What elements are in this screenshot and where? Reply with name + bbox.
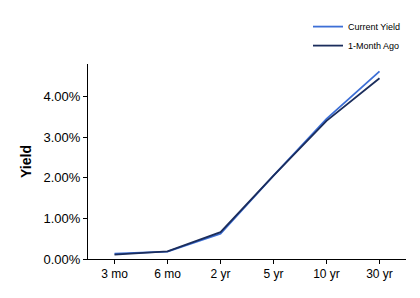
svg-text:1.00%: 1.00%: [44, 211, 81, 226]
svg-text:Yield: Yield: [18, 145, 34, 178]
svg-text:Current Yield: Current Yield: [348, 22, 400, 32]
svg-text:1-Month Ago: 1-Month Ago: [348, 41, 399, 51]
svg-text:5 yr: 5 yr: [263, 267, 283, 281]
svg-text:10 yr: 10 yr: [313, 267, 340, 281]
svg-text:3 mo: 3 mo: [101, 267, 128, 281]
svg-text:30 yr: 30 yr: [366, 267, 393, 281]
svg-text:6 mo: 6 mo: [154, 267, 181, 281]
svg-text:2 yr: 2 yr: [210, 267, 230, 281]
svg-text:2.00%: 2.00%: [44, 170, 81, 185]
svg-text:0.00%: 0.00%: [44, 252, 81, 267]
svg-text:3.00%: 3.00%: [44, 130, 81, 145]
svg-text:4.00%: 4.00%: [44, 89, 81, 104]
